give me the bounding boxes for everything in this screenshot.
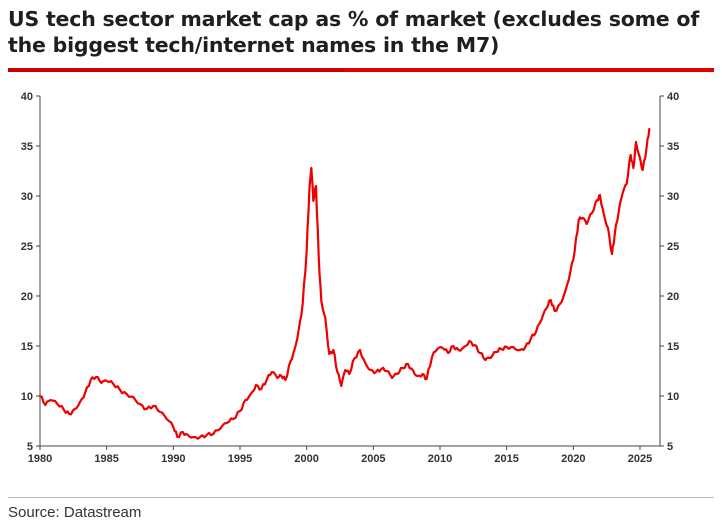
series-line-0: [38, 127, 651, 440]
x-tick-label: 1980: [28, 453, 52, 465]
source-divider: [8, 497, 714, 498]
y-tick-label-left: 5: [27, 441, 33, 453]
y-tick-label-left: 15: [21, 341, 33, 353]
y-tick-label-left: 20: [21, 291, 33, 303]
title-accent-rule-dark: [8, 69, 343, 72]
chart-title: US tech sector market cap as % of market…: [8, 7, 700, 57]
title-accent-rule: [8, 68, 714, 72]
x-tick-label: 2000: [294, 453, 318, 465]
y-tick-label-right: 35: [667, 141, 679, 153]
chart-series-group: [38, 127, 651, 440]
y-tick-label-right: 30: [667, 191, 679, 203]
y-tick-label-left: 35: [21, 141, 33, 153]
x-tick-label: 1985: [94, 453, 118, 465]
y-tick-label-left: 30: [21, 191, 33, 203]
x-tick-label: 2010: [428, 453, 452, 465]
y-tick-label-left: 40: [21, 91, 33, 103]
y-tick-label-right: 25: [667, 241, 679, 253]
y-tick-label-right: 40: [667, 91, 679, 103]
x-tick-label: 1995: [228, 453, 252, 465]
y-tick-label-right: 15: [667, 341, 679, 353]
y-tick-label-right: 20: [667, 291, 679, 303]
x-tick-label: 2015: [494, 453, 518, 465]
x-tick-label: 2005: [361, 453, 385, 465]
y-tick-label-right: 10: [667, 391, 679, 403]
x-tick-label: 1990: [161, 453, 185, 465]
x-tick-label: 2025: [628, 453, 652, 465]
source-note: Source: Datastream: [8, 504, 142, 521]
x-tick-label: 2020: [561, 453, 585, 465]
y-tick-label-left: 10: [21, 391, 33, 403]
y-tick-label-right: 5: [667, 441, 673, 453]
chart-axes: [39, 96, 661, 447]
y-tick-label-left: 25: [21, 241, 33, 253]
